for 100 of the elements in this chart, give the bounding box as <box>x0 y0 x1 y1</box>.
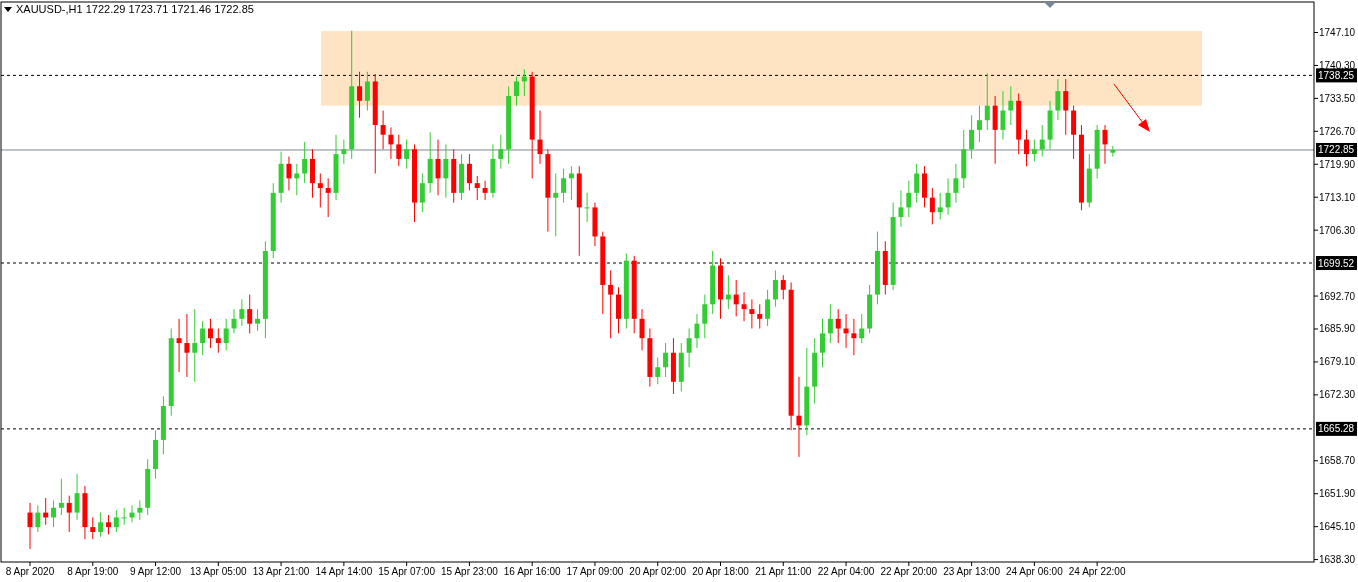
candlestick <box>239 298 245 327</box>
candlestick <box>66 495 72 533</box>
candlestick <box>380 110 386 150</box>
y-tick-label: 1651.90 <box>1319 488 1356 500</box>
candlestick <box>859 313 865 344</box>
y-tick-label: 1638.30 <box>1319 554 1356 566</box>
x-tick-label: 17 Apr 09:00 <box>566 566 624 577</box>
candlestick <box>584 192 590 223</box>
y-tick-label: 1733.50 <box>1319 92 1356 104</box>
candlestick <box>443 143 449 199</box>
candlestick <box>498 134 504 170</box>
y-tick-label: 1706.30 <box>1319 224 1356 236</box>
candlestick <box>90 516 96 540</box>
candlestick <box>537 110 543 165</box>
x-tick-label: 21 Apr 11:00 <box>755 566 812 577</box>
candlestick <box>1024 129 1030 167</box>
candlestick <box>568 165 574 201</box>
y-tick-label: 1713.10 <box>1319 191 1356 203</box>
candlestick <box>58 478 64 516</box>
candlestick <box>749 298 755 330</box>
candlestick <box>286 156 292 191</box>
candlestick <box>1055 78 1061 121</box>
candlestick <box>325 177 331 218</box>
candlestick <box>741 291 747 322</box>
y-tick-label: 1658.70 <box>1319 455 1356 467</box>
y-tick-label: 1645.10 <box>1319 521 1356 533</box>
candlestick <box>74 473 80 521</box>
candlestick <box>765 289 771 327</box>
candlestick <box>215 328 221 354</box>
x-tick-label: 20 Apr 18:00 <box>692 566 750 577</box>
candlestick <box>317 172 323 208</box>
candlestick <box>357 71 363 119</box>
x-tick-label: 13 Apr 21:00 <box>252 566 310 577</box>
candlestick <box>113 509 119 533</box>
y-tick-label: 1726.70 <box>1319 125 1356 137</box>
candlestick <box>388 126 394 160</box>
candlestick <box>655 357 661 385</box>
candlestick <box>953 163 959 204</box>
candlestick <box>898 189 904 228</box>
candlestick <box>827 303 833 344</box>
candlestick <box>207 318 213 349</box>
x-tick-label: 24 Apr 22:00 <box>1068 566 1126 577</box>
y-tick-label: 1672.30 <box>1319 389 1356 401</box>
candlestick <box>474 175 480 201</box>
candlestick <box>608 269 614 339</box>
y-tick-label: 1747.10 <box>1319 27 1356 39</box>
x-tick-label: 15 Apr 23:00 <box>441 566 499 577</box>
candlestick <box>200 320 206 356</box>
candlestick <box>184 313 190 378</box>
x-tick-label: 22 Apr 20:00 <box>880 566 938 577</box>
candlestick <box>1031 139 1037 162</box>
y-tick-label: 1679.10 <box>1319 356 1356 368</box>
candlestick <box>851 318 857 356</box>
candlestick <box>639 308 645 351</box>
candlestick <box>1039 124 1045 158</box>
candlestick <box>137 499 143 521</box>
candlestick <box>513 76 519 107</box>
candlestick <box>364 71 370 112</box>
candlestick <box>1008 85 1014 126</box>
candlestick <box>835 308 841 344</box>
candlestick <box>105 514 111 535</box>
x-tick-label: 24 Apr 06:00 <box>1006 566 1064 577</box>
candlestick <box>820 318 826 368</box>
candlestick <box>984 72 990 131</box>
candlestick <box>223 318 229 351</box>
x-tick-label: 13 Apr 05:00 <box>189 566 248 577</box>
candlestick <box>482 180 488 201</box>
x-tick-label: 20 Apr 02:00 <box>629 566 687 577</box>
candlestick <box>969 114 975 160</box>
candlestick <box>663 342 669 378</box>
x-tick-label: 14 Apr 14:00 <box>315 566 373 577</box>
y-tick-label: 1719.90 <box>1319 158 1356 170</box>
x-tick-label: 9 Apr 12:00 <box>129 566 182 577</box>
candlestick <box>1000 90 1006 141</box>
candlestick <box>121 507 127 526</box>
candlestick <box>553 172 559 237</box>
candlestick <box>780 274 786 300</box>
candlestick <box>945 177 951 216</box>
candlestick <box>176 318 182 373</box>
candlestick <box>435 139 441 196</box>
candlestick <box>906 180 912 218</box>
candlestick <box>772 269 778 308</box>
x-tick-label: 16 Apr 16:00 <box>503 566 561 577</box>
x-tick-label: 8 Apr 19:00 <box>67 566 119 577</box>
candlestick <box>694 313 700 349</box>
candlestick <box>98 512 104 538</box>
candlestick <box>231 308 237 334</box>
candlestick <box>466 153 472 191</box>
ref-line-label: 1722.85 <box>1318 144 1355 156</box>
chart-title: XAUUSD-,H1 1722.29 1723.71 1721.46 1722.85 <box>16 3 254 15</box>
candlestick <box>1102 124 1108 165</box>
ref-line-label: 1665.28 <box>1318 423 1355 435</box>
candlestick <box>733 279 739 317</box>
candlestick <box>396 134 402 167</box>
candlestick <box>302 141 308 184</box>
candlestick <box>796 376 802 458</box>
ref-line-label: 1699.52 <box>1318 257 1355 269</box>
candlestick <box>27 502 33 550</box>
candlestick <box>419 172 425 213</box>
candlestick <box>976 105 982 143</box>
